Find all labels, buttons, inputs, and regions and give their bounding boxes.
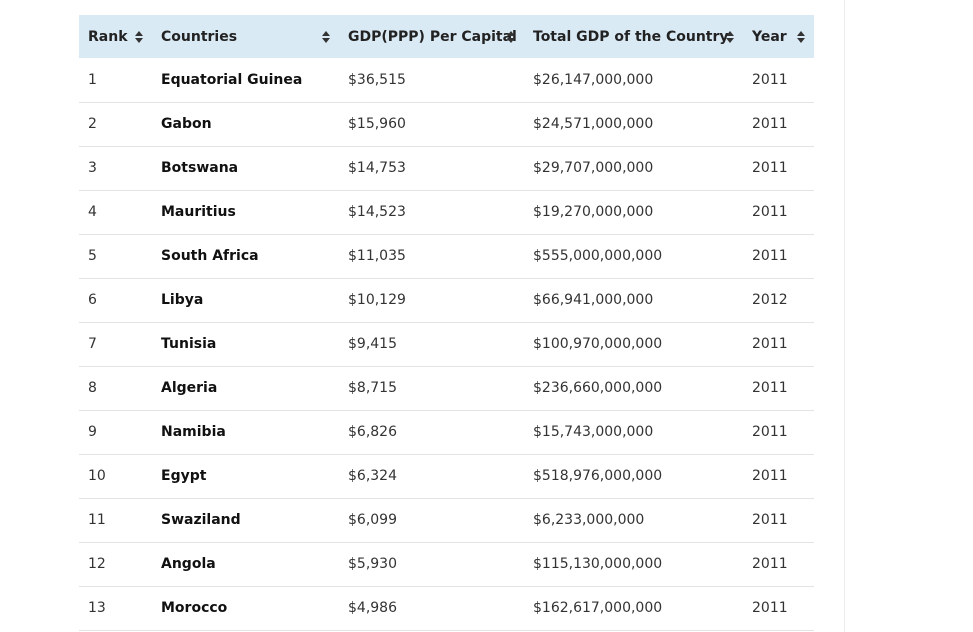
country-cell: Equatorial Guinea: [161, 71, 303, 88]
year-cell: 2011: [752, 556, 788, 572]
rank-cell: 10: [88, 468, 106, 484]
table-row: 4 Mauritius $14,523 $19,270,000,000 2011: [79, 190, 814, 234]
rank-cell: 3: [88, 160, 97, 176]
divider: [844, 0, 845, 632]
country-cell: South Africa: [161, 248, 259, 264]
table-header: Rank Countries GDP(PPP) Per Capital Tota…: [79, 15, 814, 58]
table-row: 7 Tunisia $9,415 $100,970,000,000 2011: [79, 322, 814, 366]
year-cell: 2011: [752, 160, 788, 176]
table-row: 13 Morocco $4,986 $162,617,000,000 2011: [79, 586, 814, 630]
table-row: 3 Botswana $14,753 $29,707,000,000 2011: [79, 146, 814, 190]
year-cell: 2011: [752, 116, 788, 132]
rank-cell: 2: [88, 116, 97, 132]
year-cell: 2012: [752, 292, 788, 308]
rank-cell: 8: [88, 380, 97, 396]
column-header-countries[interactable]: Countries: [152, 15, 339, 58]
sort-icon[interactable]: [507, 30, 515, 43]
year-cell: 2011: [752, 380, 788, 396]
country-cell: Mauritius: [161, 204, 236, 220]
gdp-per-capita-cell: $5,930: [348, 556, 397, 572]
rank-cell: 6: [88, 292, 97, 308]
country-cell: Morocco: [161, 600, 228, 616]
year-cell: 2011: [752, 600, 788, 616]
table-row: 10 Egypt $6,324 $518,976,000,000 2011: [79, 454, 814, 498]
gdp-per-capita-cell: $6,099: [348, 512, 397, 528]
year-cell: 2011: [752, 512, 788, 528]
gdp-per-capita-cell: $4,986: [348, 600, 397, 616]
column-header-year[interactable]: Year: [743, 15, 814, 58]
sort-icon[interactable]: [726, 30, 734, 43]
table-row: 6 Libya $10,129 $66,941,000,000 2012: [79, 278, 814, 322]
table-body: 1 Equatorial Guinea $36,515 $26,147,000,000…: [79, 58, 814, 630]
sort-icon[interactable]: [135, 30, 143, 43]
table-row: 9 Namibia $6,826 $15,743,000,000 2011: [79, 410, 814, 454]
country-cell: Libya: [161, 292, 204, 308]
rank-cell: 1: [88, 71, 97, 88]
column-header-label: Year: [752, 28, 787, 45]
column-header-label: Total GDP of the Country: [533, 28, 729, 45]
gdp-per-capita-cell: $14,753: [348, 160, 406, 176]
rank-cell: 5: [88, 248, 97, 264]
rank-cell: 11: [88, 512, 106, 528]
gdp-per-capita-cell: $6,324: [348, 468, 397, 484]
table-row: 8 Algeria $8,715 $236,660,000,000 2011: [79, 366, 814, 410]
gdp-per-capita-cell: $15,960: [348, 116, 406, 132]
column-header-label: Rank: [88, 28, 128, 45]
rank-cell: 7: [88, 336, 97, 352]
column-header-gdp-per-capita[interactable]: GDP(PPP) Per Capital: [339, 15, 524, 58]
sort-icon[interactable]: [797, 30, 805, 43]
country-cell: Tunisia: [161, 336, 217, 352]
total-gdp-cell: $162,617,000,000: [533, 600, 663, 616]
column-header-total-gdp[interactable]: Total GDP of the Country: [524, 15, 743, 58]
header-row: Rank Countries GDP(PPP) Per Capital Tota…: [79, 15, 814, 58]
year-cell: 2011: [752, 204, 788, 220]
rank-cell: 12: [88, 556, 106, 572]
year-cell: 2011: [752, 248, 788, 264]
gdp-per-capita-cell: $8,715: [348, 380, 397, 396]
country-cell: Algeria: [161, 380, 218, 396]
country-cell: Swaziland: [161, 512, 241, 528]
country-cell: Egypt: [161, 468, 207, 484]
rank-cell: 13: [88, 600, 106, 616]
table-row: 2 Gabon $15,960 $24,571,000,000 2011: [79, 102, 814, 146]
total-gdp-cell: $26,147,000,000: [533, 71, 654, 88]
total-gdp-cell: $66,941,000,000: [533, 292, 654, 308]
total-gdp-cell: $24,571,000,000: [533, 116, 654, 132]
table-row: 12 Angola $5,930 $115,130,000,000 2011: [79, 542, 814, 586]
total-gdp-cell: $236,660,000,000: [533, 380, 663, 396]
table-row: 5 South Africa $11,035 $555,000,000,000 2011: [79, 234, 814, 278]
table-row: 1 Equatorial Guinea $36,515 $26,147,000,000…: [79, 58, 814, 102]
gdp-table: Rank Countries GDP(PPP) Per Capital Tota…: [79, 15, 814, 631]
table-row: 11 Swaziland $6,099 $6,233,000,000 2011: [79, 498, 814, 542]
column-header-rank[interactable]: Rank: [79, 15, 152, 58]
column-header-label: GDP(PPP) Per Capital: [348, 28, 517, 45]
year-cell: 2011: [752, 424, 788, 440]
total-gdp-cell: $15,743,000,000: [533, 424, 654, 440]
year-cell: 2011: [752, 336, 788, 352]
sort-icon[interactable]: [322, 30, 330, 43]
gdp-per-capita-cell: $6,826: [348, 424, 397, 440]
total-gdp-cell: $19,270,000,000: [533, 204, 654, 220]
total-gdp-cell: $29,707,000,000: [533, 160, 654, 176]
country-cell: Botswana: [161, 160, 239, 176]
total-gdp-cell: $100,970,000,000: [533, 336, 663, 352]
year-cell: 2011: [752, 71, 788, 88]
gdp-per-capita-cell: $36,515: [348, 71, 406, 88]
column-header-label: Countries: [161, 28, 238, 45]
total-gdp-cell: $115,130,000,000: [533, 556, 663, 572]
gdp-per-capita-cell: $11,035: [348, 248, 406, 264]
gdp-per-capita-cell: $10,129: [348, 292, 406, 308]
total-gdp-cell: $518,976,000,000: [533, 468, 663, 484]
total-gdp-cell: $6,233,000,000: [533, 512, 645, 528]
year-cell: 2011: [752, 468, 788, 484]
total-gdp-cell: $555,000,000,000: [533, 248, 663, 264]
rank-cell: 4: [88, 204, 97, 220]
country-cell: Gabon: [161, 116, 212, 132]
rank-cell: 9: [88, 424, 97, 440]
gdp-per-capita-cell: $9,415: [348, 336, 397, 352]
country-cell: Namibia: [161, 424, 226, 440]
gdp-per-capita-cell: $14,523: [348, 204, 406, 220]
country-cell: Angola: [161, 556, 216, 572]
